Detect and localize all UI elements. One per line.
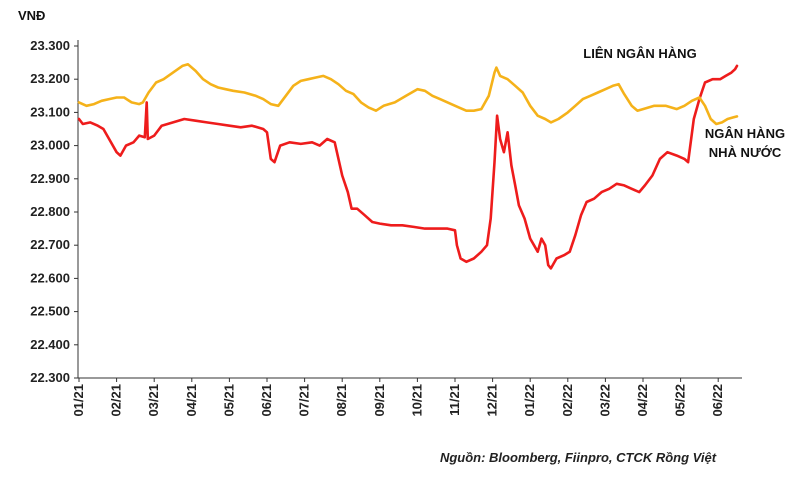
y-tick-label: 23.200 (30, 71, 70, 86)
x-tick-label: 11/21 (447, 384, 462, 416)
x-tick-label: 05/21 (221, 384, 236, 417)
y-tick-label: 22.300 (30, 370, 70, 385)
series-line-sbv (77, 63, 739, 126)
x-tick-labels: 01/21 02/21 03/21 04/21 05/21 06/21 07/21 08/21… (71, 384, 725, 417)
x-tick-label: 03/21 (146, 384, 161, 417)
y-tick-label: 22.500 (30, 304, 70, 319)
x-tick-label: 03/22 (597, 384, 612, 417)
y-tick-label: 22.800 (30, 204, 70, 219)
x-tick-label: 12/21 (485, 384, 500, 417)
series-line-interbank (77, 64, 739, 270)
series-lines (77, 63, 739, 270)
series-label-interbank: LIÊN NGÂN HÀNG (583, 46, 696, 61)
y-tick-label: 22.700 (30, 237, 70, 252)
y-tick-label: 23.100 (30, 104, 70, 119)
x-tick-label: 07/21 (297, 384, 312, 417)
y-tick-label: 22.600 (30, 270, 70, 285)
x-tick-label: 06/22 (710, 384, 725, 417)
x-tick-label: 08/21 (334, 384, 349, 417)
y-tick-label: 22.900 (30, 171, 70, 186)
y-axis-label: VNĐ (18, 8, 45, 23)
y-tick-label: 23.000 (30, 138, 70, 153)
x-tick-label: 02/21 (109, 384, 124, 417)
x-tick-label: 09/21 (372, 384, 387, 417)
x-tick-label: 01/22 (522, 384, 537, 417)
x-tick-label: 04/21 (184, 384, 199, 417)
source-note: Nguồn: Bloomberg, Fiinpro, CTCK Rồng Việ… (440, 450, 717, 465)
x-tick-label: 02/22 (560, 384, 575, 417)
axes (74, 40, 742, 382)
x-tick-label: 06/21 (259, 384, 274, 417)
series-label-sbv-line1: NGÂN HÀNG (705, 126, 785, 141)
series-label-sbv-line2: NHÀ NƯỚC (709, 145, 782, 160)
x-tick-label: 04/22 (635, 384, 650, 417)
x-tick-label: 10/21 (409, 384, 424, 417)
x-tick-label: 05/22 (673, 384, 688, 417)
y-tick-labels: 23.300 23.200 23.100 23.000 22.900 22.800 22.7… (30, 38, 70, 385)
y-tick-label: 23.300 (30, 38, 70, 53)
x-tick-label: 01/21 (71, 384, 86, 417)
y-tick-label: 22.400 (30, 337, 70, 352)
